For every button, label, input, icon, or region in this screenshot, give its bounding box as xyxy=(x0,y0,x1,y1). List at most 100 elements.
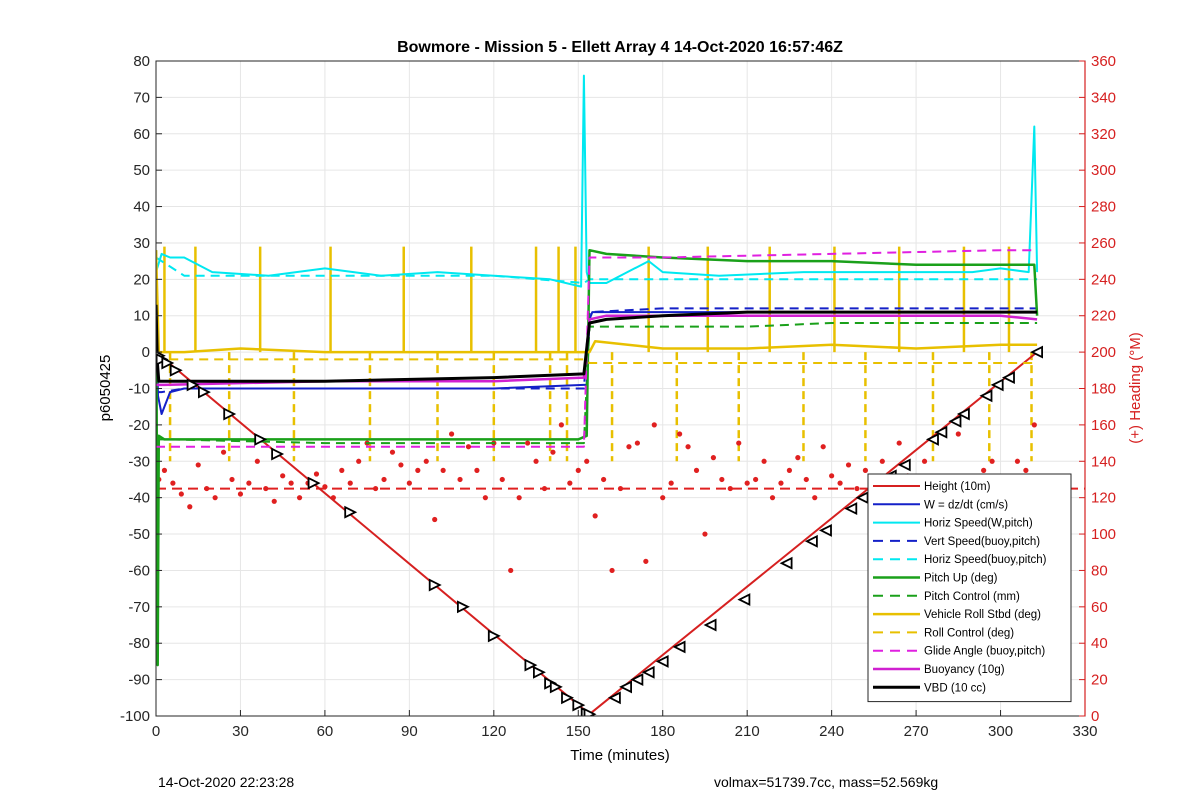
y-tick-label: -90 xyxy=(128,672,150,689)
legend-label: Vert Speed(buoy,pitch) xyxy=(924,536,1040,548)
y-tick-label: 0 xyxy=(142,344,150,361)
heading-point xyxy=(660,495,666,501)
heading-point xyxy=(879,458,885,464)
y-axis-left: -100-90-80-70-60-50-40-30-20-10010203040… xyxy=(120,53,162,725)
heading-point xyxy=(710,455,717,461)
height-marker xyxy=(428,578,442,592)
legend-label: Height (10m) xyxy=(924,481,991,493)
x-tick-label: 60 xyxy=(317,723,334,740)
heading-point xyxy=(989,458,995,464)
heading-point xyxy=(263,485,269,492)
heading-point xyxy=(643,558,649,564)
heading-point xyxy=(161,467,168,473)
height-marker xyxy=(169,363,183,377)
heading-point xyxy=(482,495,488,501)
heading-point xyxy=(195,462,201,468)
x-tick-label: 120 xyxy=(481,723,506,740)
heading-point xyxy=(372,485,379,492)
heading-point xyxy=(465,444,472,450)
heading-point xyxy=(617,485,624,492)
heading-point xyxy=(803,476,809,483)
heading-point xyxy=(474,467,480,473)
x-tick-label: 0 xyxy=(152,723,160,740)
y2-tick-label: 240 xyxy=(1091,271,1116,288)
height-marker xyxy=(533,665,546,679)
heading-point xyxy=(820,444,826,450)
series-line-8 xyxy=(156,351,1038,364)
series-layer xyxy=(156,74,1085,716)
height-marker xyxy=(1030,345,1043,359)
legend-label: Glide Angle (buoy,pitch) xyxy=(924,646,1045,658)
heading-point xyxy=(1014,458,1021,464)
y2-tick-label: 340 xyxy=(1091,89,1116,106)
y-tick-label: 70 xyxy=(133,89,150,106)
heading-point xyxy=(356,458,362,464)
heading-point xyxy=(584,458,590,464)
heading-point xyxy=(727,485,733,492)
legend-label: Vehicle Roll Stbd (deg) xyxy=(924,609,1041,621)
heading-point xyxy=(981,467,987,473)
height-marker xyxy=(186,378,200,392)
heading-point xyxy=(1023,467,1029,473)
heading-point xyxy=(761,458,767,464)
height-marker xyxy=(804,534,818,548)
heading-point xyxy=(347,480,353,486)
plot-area xyxy=(156,74,1085,716)
y-tick-label: -80 xyxy=(128,635,150,652)
y2-tick-label: 140 xyxy=(1091,453,1116,470)
heading-point xyxy=(795,455,801,461)
height-marker xyxy=(855,491,869,505)
y-tick-label: 60 xyxy=(133,126,150,143)
height-marker xyxy=(844,502,858,516)
heading-point xyxy=(516,495,522,501)
heading-point xyxy=(567,480,573,486)
height-marker xyxy=(737,593,751,607)
heading-point xyxy=(296,495,303,501)
legend-label: Horiz Speed(W,pitch) xyxy=(924,518,1033,530)
height-marker xyxy=(897,458,911,472)
series-line-6 xyxy=(156,322,1038,445)
height-marker xyxy=(925,432,939,446)
height-marker xyxy=(524,658,538,672)
heading-point xyxy=(415,467,421,473)
heading-point xyxy=(753,476,759,483)
y2-tick-label: 60 xyxy=(1091,599,1108,616)
y2-tick-label: 320 xyxy=(1091,126,1116,143)
heading-point xyxy=(829,473,835,479)
height-marker xyxy=(307,476,321,490)
height-marker xyxy=(583,707,597,716)
series-line-5 xyxy=(156,248,1039,667)
heading-point xyxy=(525,440,531,446)
x-tick-label: 270 xyxy=(904,723,929,740)
heading-point xyxy=(508,567,514,574)
heading-point xyxy=(634,440,640,446)
heading-point xyxy=(381,476,387,483)
y-tick-label: 30 xyxy=(133,235,150,252)
y2-tick-label: 200 xyxy=(1091,344,1116,361)
x-tick-label: 330 xyxy=(1072,723,1097,740)
heading-point xyxy=(550,449,556,455)
heading-point xyxy=(921,458,928,464)
heading-point xyxy=(778,480,784,486)
heading-point xyxy=(271,498,277,504)
height-marker xyxy=(990,378,1004,392)
height-marker xyxy=(818,523,832,537)
heading-point xyxy=(322,484,328,490)
heading-point xyxy=(592,513,598,519)
heading-point xyxy=(499,476,505,483)
heading-point xyxy=(575,467,581,473)
heading-point xyxy=(685,444,691,450)
heading-point xyxy=(541,485,548,492)
footer-timestamp: 14-Oct-2020 22:23:28 xyxy=(158,774,295,790)
y2-tick-label: 260 xyxy=(1091,235,1116,252)
footer-summary: volmax=51739.7cc, mass=52.569kg xyxy=(714,774,939,790)
legend-label: Horiz Speed(buoy,pitch) xyxy=(924,554,1047,566)
legend-label: VBD (10 cc) xyxy=(924,682,986,694)
y-tick-label: -10 xyxy=(128,381,150,398)
heading-point xyxy=(677,431,683,437)
legend-label: Pitch Control (mm) xyxy=(924,591,1020,603)
y2-tick-label: 100 xyxy=(1091,526,1116,543)
x-tick-label: 210 xyxy=(735,723,760,740)
heading-point xyxy=(440,467,446,473)
y-tick-label: 50 xyxy=(133,162,150,179)
